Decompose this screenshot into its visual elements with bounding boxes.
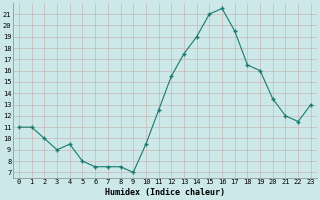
X-axis label: Humidex (Indice chaleur): Humidex (Indice chaleur) [105,188,225,197]
